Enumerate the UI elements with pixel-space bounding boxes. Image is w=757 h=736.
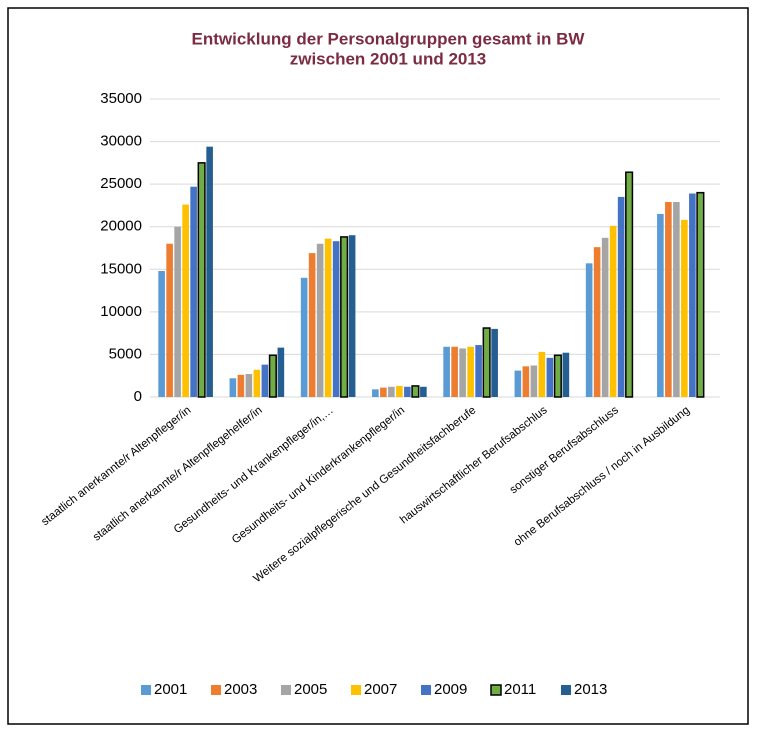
bar — [380, 387, 387, 397]
legend-label: 2005 — [294, 681, 327, 698]
legend-label: 2007 — [364, 681, 397, 698]
bar — [673, 202, 680, 397]
bar — [491, 328, 498, 397]
legend-swatch — [211, 685, 221, 695]
bar — [268, 354, 277, 398]
bar — [174, 226, 181, 397]
y-tick-label: 20000 — [100, 218, 142, 235]
bar — [404, 386, 411, 397]
legend-swatch — [281, 685, 291, 695]
bar — [348, 235, 356, 397]
legend-swatch — [561, 685, 571, 695]
bar — [585, 263, 593, 397]
bar — [316, 243, 324, 397]
legend-swatch — [141, 685, 151, 695]
bar — [609, 225, 617, 397]
bar — [277, 347, 285, 397]
y-tick-label: 5000 — [109, 345, 142, 362]
bar — [657, 213, 664, 397]
bar — [229, 378, 237, 397]
bar — [372, 389, 379, 397]
bar — [388, 386, 395, 397]
bar — [665, 202, 672, 397]
y-tick-label: 0 — [134, 388, 142, 405]
bar — [396, 385, 403, 397]
bar — [206, 146, 213, 397]
bar — [689, 193, 696, 397]
bar — [324, 238, 332, 397]
bar — [475, 345, 482, 397]
legend-swatch — [351, 685, 361, 695]
bar — [522, 366, 530, 397]
y-tick-label: 10000 — [100, 303, 142, 320]
legend-label: 2003 — [224, 681, 257, 698]
bar — [593, 247, 601, 397]
bar — [696, 191, 705, 398]
bar — [237, 374, 245, 397]
bar — [467, 346, 474, 397]
bar — [459, 348, 466, 397]
legend-label: 2013 — [574, 681, 607, 698]
chart-title: zwischen 2001 und 2013 — [290, 49, 487, 68]
y-tick-label: 35000 — [100, 90, 142, 107]
bar — [443, 346, 450, 397]
legend-label: 2009 — [434, 681, 467, 698]
bar — [411, 385, 420, 398]
legend-label: 2001 — [154, 681, 187, 698]
chart-frame — [7, 7, 749, 725]
bar — [530, 365, 538, 397]
bar — [197, 162, 206, 398]
y-tick-label: 25000 — [100, 175, 142, 192]
y-tick-label: 15000 — [100, 260, 142, 277]
bar — [166, 243, 173, 397]
bar — [190, 186, 197, 397]
bar — [182, 204, 189, 397]
bar — [546, 357, 554, 397]
bar — [538, 351, 546, 397]
y-tick-label: 30000 — [100, 133, 142, 150]
bar — [562, 352, 570, 397]
bar — [261, 364, 269, 397]
bar — [601, 237, 609, 397]
bar — [451, 346, 458, 397]
bar — [625, 171, 634, 398]
bar — [482, 327, 491, 398]
bar — [308, 253, 316, 397]
bar — [245, 374, 253, 397]
bar — [253, 369, 261, 397]
bar — [553, 354, 562, 398]
bar — [300, 277, 308, 397]
bar — [681, 219, 688, 397]
legend-swatch — [490, 684, 502, 696]
bar — [617, 196, 625, 397]
bar — [158, 270, 165, 397]
bar — [420, 386, 427, 397]
bar — [514, 370, 522, 397]
legend-label: 2011 — [504, 681, 536, 698]
legend-swatch — [421, 685, 431, 695]
chart-title: Entwicklung der Personalgruppen gesamt i… — [192, 29, 586, 48]
bar — [340, 236, 349, 398]
bar — [332, 241, 340, 397]
